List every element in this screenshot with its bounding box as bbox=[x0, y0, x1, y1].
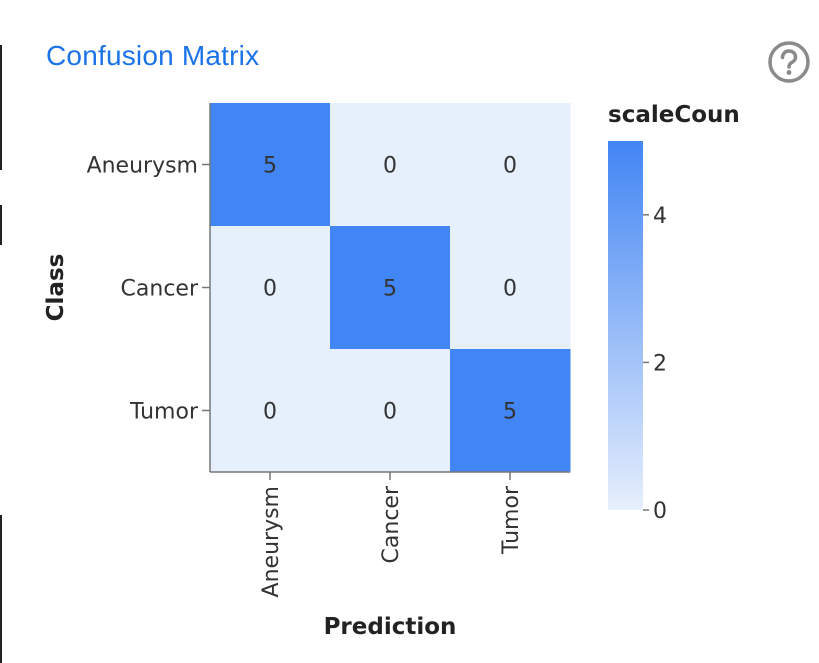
y-axis-title: Class bbox=[43, 254, 69, 322]
legend-tick-label: 4 bbox=[653, 204, 667, 229]
cell-value-label: 0 bbox=[503, 154, 517, 179]
color-legend: scaleCoun 0 2 4 bbox=[608, 102, 740, 524]
legend-tick-label: 2 bbox=[653, 351, 667, 376]
cell-value-label: 0 bbox=[503, 277, 517, 302]
legend-gradient-bar bbox=[608, 141, 643, 510]
cell-value-label: 0 bbox=[383, 154, 397, 179]
cell-value-label: 5 bbox=[383, 277, 397, 302]
y-tick-label: Tumor bbox=[129, 400, 199, 425]
heatmap-cell bbox=[450, 103, 571, 227]
heatmap-cell bbox=[210, 349, 331, 473]
legend-tick-label: 0 bbox=[653, 499, 667, 524]
cell-value-label: 5 bbox=[263, 154, 277, 179]
y-tick-label: Aneurysm bbox=[87, 154, 198, 179]
left-edge-divider bbox=[0, 45, 2, 170]
legend-title: scaleCoun bbox=[608, 102, 740, 128]
cell-value-label: 0 bbox=[383, 400, 397, 425]
heatmap-cell bbox=[330, 349, 451, 473]
heatmap-cell bbox=[330, 103, 451, 227]
x-tick-label: Cancer bbox=[379, 485, 404, 563]
cell-value-label: 0 bbox=[263, 400, 277, 425]
left-edge-divider bbox=[0, 205, 2, 245]
heatmap-cell bbox=[330, 226, 451, 350]
help-circle-icon bbox=[768, 41, 810, 83]
heatmap-cell bbox=[450, 226, 571, 350]
left-edge-divider bbox=[0, 515, 2, 663]
x-tick-label: Aneurysm bbox=[259, 486, 284, 597]
heatmap-cell bbox=[450, 349, 571, 473]
x-axis-title: Prediction bbox=[324, 614, 457, 640]
help-button[interactable] bbox=[767, 40, 811, 84]
chart-title: Confusion Matrix bbox=[46, 40, 260, 71]
cell-value-label: 0 bbox=[263, 277, 277, 302]
heatmap-cell bbox=[210, 103, 331, 227]
y-tick-label: Cancer bbox=[121, 277, 199, 302]
heatmap-cells: 5 0 0 0 5 0 0 0 5 bbox=[210, 103, 571, 473]
x-tick-label: Tumor bbox=[499, 485, 524, 555]
cell-value-label: 5 bbox=[503, 400, 517, 425]
heatmap-cell bbox=[210, 226, 331, 350]
heatmap-axes: Aneurysm Cancer Tumor Aneurysm Cancer Tumor Pr… bbox=[43, 103, 570, 640]
